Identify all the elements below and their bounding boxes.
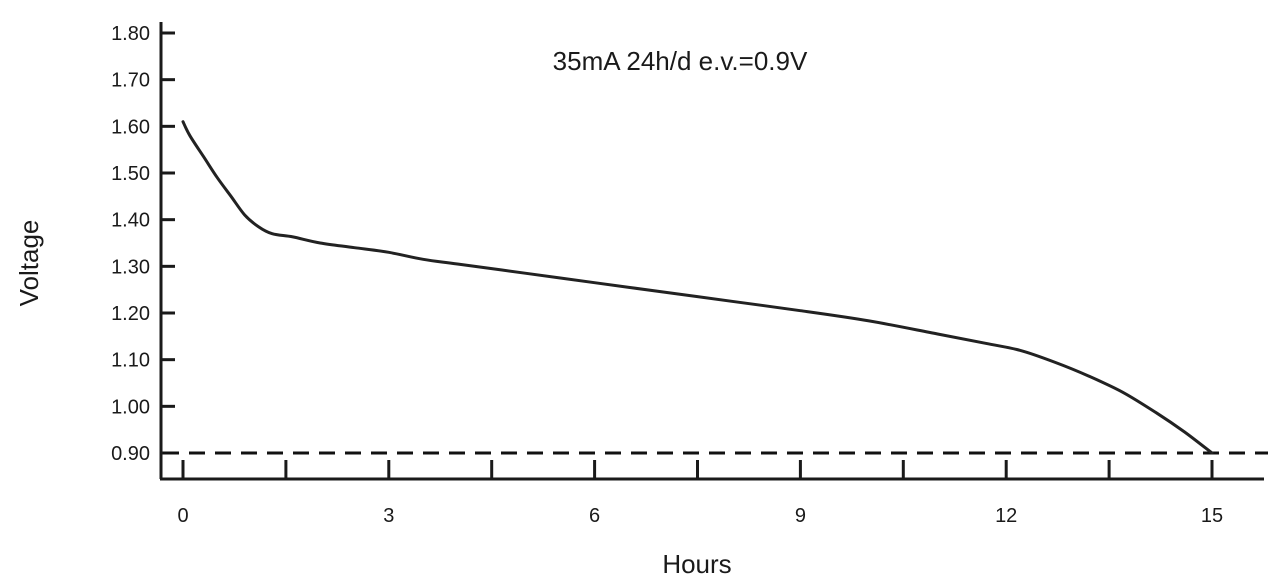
y-tick-label: 1.10 — [111, 350, 150, 372]
y-ticks: 0.90 1.00 1.10 1.20 1.30 1.40 1.50 1.60 1.70 1.80 — [111, 23, 175, 465]
x-tick-label: 6 — [589, 505, 600, 527]
y-tick-label: 1.80 — [111, 23, 150, 45]
y-tick-label: 1.70 — [111, 70, 150, 92]
x-tick-label: 15 — [1201, 505, 1223, 527]
y-tick-label: 1.30 — [111, 256, 150, 278]
x-ticks: 0 3 6 9 12 15 — [177, 460, 1223, 527]
chart-title: 35mA 24h/d e.v.=0.9V — [553, 46, 808, 76]
x-tick-label: 9 — [795, 505, 806, 527]
x-tick-label: 12 — [995, 505, 1017, 527]
y-tick-label: 0.90 — [111, 443, 150, 465]
y-tick-label: 1.00 — [111, 396, 150, 418]
y-tick-label: 1.50 — [111, 163, 150, 185]
y-tick-label: 1.60 — [111, 116, 150, 138]
series-line-voltage — [181, 120, 1214, 455]
y-tick-label: 1.40 — [111, 210, 150, 232]
x-axis-title: Hours — [662, 549, 731, 579]
x-tick-label: 3 — [383, 505, 394, 527]
y-axis-title: Voltage — [14, 220, 44, 307]
y-tick-label: 1.20 — [111, 303, 150, 325]
x-tick-label: 0 — [177, 505, 188, 527]
